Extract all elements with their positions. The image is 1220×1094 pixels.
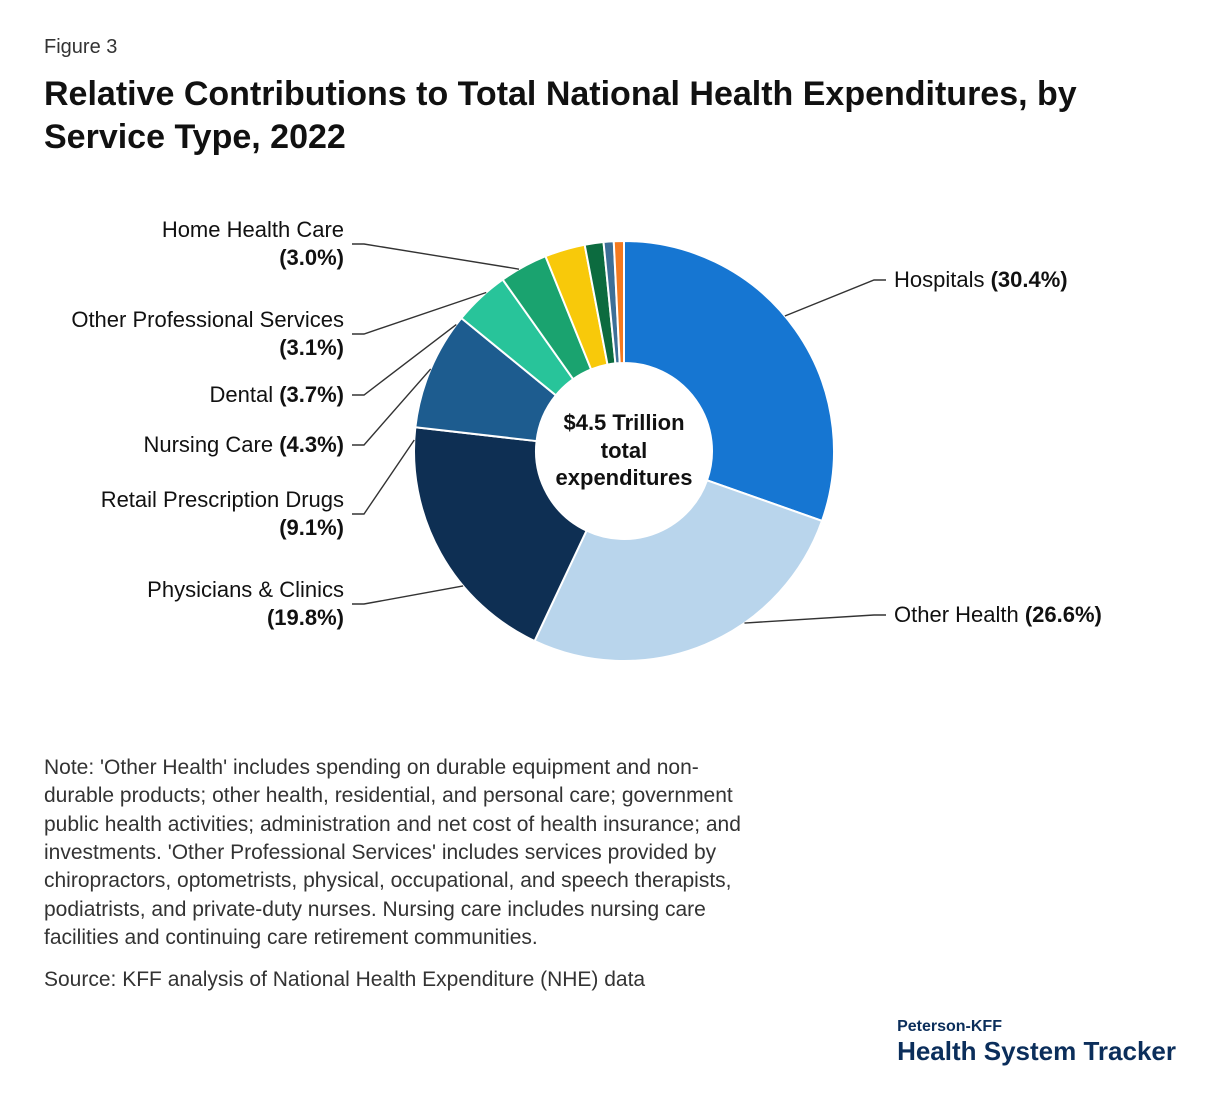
brand-prefix: Peterson-KFF xyxy=(897,1018,1176,1036)
leader-line xyxy=(744,615,886,623)
leader-line xyxy=(352,244,519,269)
leader-line xyxy=(785,280,886,316)
leader-line xyxy=(352,440,414,514)
brand-logo: Peterson-KFF Health System Tracker xyxy=(897,1018,1176,1064)
slice-label-other-health: Other Health (26.6%) xyxy=(894,601,1102,629)
brand-name: Health System Tracker xyxy=(897,1038,1176,1064)
slice-label-retail-prescription-drugs: Retail Prescription Drugs(9.1%) xyxy=(101,486,344,541)
slice-label-home-health-care: Home Health Care(3.0%) xyxy=(162,216,344,271)
leader-line xyxy=(352,586,463,604)
slice-label-nursing-care: Nursing Care (4.3%) xyxy=(143,431,344,459)
slice-label-hospitals: Hospitals (30.4%) xyxy=(894,266,1068,294)
donut-chart: $4.5 TrilliontotalexpendituresHospitals … xyxy=(44,176,1176,706)
chart-title: Relative Contributions to Total National… xyxy=(44,73,1104,158)
slice-label-other-professional-services: Other Professional Services(3.1%) xyxy=(71,306,344,361)
chart-source: Source: KFF analysis of National Health … xyxy=(44,968,1176,992)
figure-number: Figure 3 xyxy=(44,36,1176,59)
chart-note: Note: 'Other Health' includes spending o… xyxy=(44,754,744,952)
figure-container: Figure 3 Relative Contributions to Total… xyxy=(0,0,1220,1094)
slice-label-physicians-clinics: Physicians & Clinics(19.8%) xyxy=(147,576,344,631)
slice-label-dental: Dental (3.7%) xyxy=(209,381,344,409)
